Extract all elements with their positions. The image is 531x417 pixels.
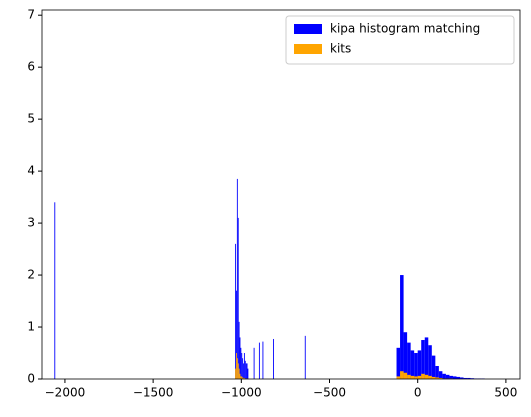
histogram-bar [407, 374, 411, 379]
histogram-bar [243, 363, 244, 379]
x-tick-label: −2000 [45, 386, 86, 400]
histogram-bar [421, 373, 425, 379]
y-tick-label: 3 [27, 216, 35, 230]
histogram-bar [273, 338, 274, 379]
x-tick-label: −500 [313, 386, 346, 400]
histogram-bar [54, 202, 56, 379]
histogram-bar [424, 374, 429, 379]
x-tick-label: 0 [414, 386, 422, 400]
x-tick-label: −1500 [133, 386, 174, 400]
histogram-bar [431, 376, 436, 379]
histogram-bar [400, 371, 404, 379]
histogram-bar [438, 377, 443, 379]
histogram-bar [414, 376, 418, 379]
y-tick-label: 4 [27, 164, 35, 178]
histogram-bar [467, 377, 471, 379]
histogram-bar [410, 350, 415, 379]
histogram-bar [414, 353, 418, 379]
y-tick-label: 0 [27, 372, 35, 386]
histogram-bar [449, 375, 453, 379]
histogram-bar [237, 217, 239, 379]
y-tick-label: 1 [27, 320, 35, 334]
histogram-bar [400, 275, 404, 379]
histogram-bar [424, 337, 429, 379]
histogram-bar [396, 347, 401, 379]
histogram-bar [407, 342, 411, 379]
histogram-bar [456, 376, 461, 379]
histogram-bar [262, 341, 264, 379]
legend-box [285, 15, 515, 65]
histogram-bar [442, 373, 446, 379]
histogram-bar [403, 372, 408, 379]
plot-frame [41, 9, 521, 380]
histogram-bar [417, 350, 422, 379]
histogram-bar [238, 321, 240, 379]
histogram-bar [438, 371, 443, 379]
histogram-bar [460, 377, 464, 379]
histogram-bar [304, 335, 306, 379]
histogram-bar [244, 360, 246, 379]
histogram-bar [428, 375, 432, 379]
x-tick-label: −1000 [221, 386, 262, 400]
histogram-bar [239, 373, 241, 379]
histogram-bar [435, 377, 439, 379]
histogram-bar [235, 243, 237, 379]
histogram-bar [258, 342, 260, 379]
histogram-bar [431, 355, 436, 379]
legend-swatch [294, 24, 322, 34]
histogram-bar [241, 376, 243, 379]
histogram-bar [452, 376, 457, 379]
histogram-bar [236, 290, 237, 379]
histogram-bar [421, 340, 425, 379]
y-tick-label: 2 [27, 268, 35, 282]
histogram-bar [236, 358, 238, 379]
y-tick-label: 7 [27, 8, 35, 22]
histogram-bar [435, 366, 439, 379]
histogram-bar [396, 376, 401, 379]
legend-label: kipa histogram matching [330, 22, 480, 36]
histogram-bar [240, 376, 242, 379]
histogram-bar [236, 353, 237, 379]
histogram-bar [242, 358, 244, 379]
histogram-bar [243, 377, 245, 379]
histogram-bar [240, 347, 242, 379]
histogram-bar [428, 345, 432, 379]
histogram-bar [445, 374, 450, 379]
histogram-bar [247, 368, 249, 379]
x-tick-label: 500 [494, 386, 517, 400]
histogram-bar [238, 368, 240, 379]
histogram-bar [242, 377, 244, 379]
legend-label: kits [330, 42, 351, 56]
histogram-bar [403, 332, 408, 379]
y-tick-label: 5 [27, 112, 35, 126]
y-tick-label: 6 [27, 60, 35, 74]
histogram-bar [237, 363, 239, 379]
histogram-bar [410, 375, 415, 379]
histogram-bar [235, 368, 237, 379]
histogram-bar [463, 377, 468, 379]
histogram-bar [243, 353, 245, 379]
histogram-bar [246, 363, 248, 379]
histogram-bar [239, 337, 241, 379]
histogram-bar [417, 375, 422, 379]
legend-swatch [294, 44, 322, 54]
histogram-bar [243, 377, 244, 379]
histogram-bar [245, 363, 247, 379]
histogram-bar [253, 347, 255, 379]
histogram-bar [241, 353, 243, 379]
histogram-bar [236, 178, 238, 379]
